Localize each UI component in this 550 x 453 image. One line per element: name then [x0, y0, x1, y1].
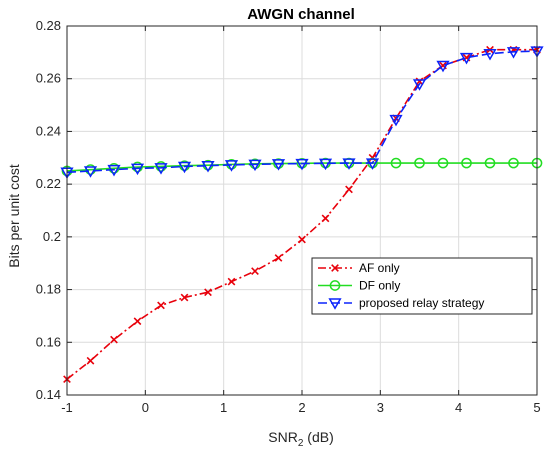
x-tick-label: 1 — [220, 400, 227, 415]
data-point — [251, 267, 259, 275]
legend-label: AF only — [359, 261, 400, 275]
data-point — [389, 114, 403, 127]
data-point — [177, 161, 192, 174]
data-point — [390, 157, 402, 169]
data-point — [274, 254, 283, 262]
legend-label: proposed relay strategy — [359, 296, 484, 310]
y-tick-label: 0.18 — [36, 282, 61, 297]
legend-item: AF only — [318, 261, 400, 275]
series-line — [66, 50, 538, 174]
y-tick-label: 0.16 — [36, 334, 61, 349]
data-point — [415, 77, 424, 86]
x-tick-label: 2 — [298, 400, 305, 415]
legend-label: DF only — [359, 279, 400, 293]
y-tick-label: 0.28 — [36, 18, 61, 33]
x-axis-label-unit: (dB) — [303, 429, 333, 445]
legend-marker — [328, 298, 342, 310]
data-point — [130, 163, 145, 176]
y-tick-label: 0.14 — [36, 387, 61, 402]
data-point — [483, 48, 497, 61]
legend-marker — [329, 280, 341, 291]
axis-ticks: -1 0 1 2 3 4 5 0.14 0.16 0.18 0.2 0.22 0.24 0.26 0.28 — [36, 18, 541, 415]
data-point — [318, 158, 333, 171]
y-tick-label: 0.2 — [43, 229, 61, 244]
data-point — [271, 159, 286, 171]
data-point — [436, 60, 450, 73]
data-point — [506, 47, 521, 59]
data-point — [412, 79, 427, 91]
data-point — [227, 277, 236, 286]
x-tick-label: 0 — [142, 400, 149, 415]
data-point — [437, 157, 449, 169]
data-point — [204, 288, 212, 297]
grid-lines — [66, 25, 538, 396]
y-tick-label: 0.24 — [36, 123, 61, 138]
x-axis-label: SNR2 (dB) — [268, 429, 333, 449]
y-tick-label: 0.22 — [36, 176, 61, 191]
y-axis-label: Bits per unit cost — [6, 164, 22, 268]
data-point — [508, 157, 519, 169]
y-tick-label: 0.26 — [36, 71, 61, 86]
data-point — [107, 164, 121, 177]
data-point — [248, 159, 262, 172]
data-point — [180, 293, 189, 302]
x-tick-label: 3 — [377, 400, 384, 415]
x-tick-label: -1 — [61, 400, 73, 415]
data-point — [133, 317, 142, 326]
data-point — [345, 185, 353, 194]
data-point — [86, 356, 95, 365]
data-point — [321, 214, 330, 223]
data-point — [484, 157, 496, 169]
legend-marker — [331, 264, 339, 272]
legend-item: proposed relay strategy — [318, 296, 484, 310]
data-point — [459, 52, 474, 65]
data-point — [298, 235, 306, 244]
x-axis-label-subscript: 2 — [298, 438, 304, 449]
series-3 — [60, 46, 544, 180]
x-axis-label-main: SNR — [268, 429, 298, 445]
data-point — [461, 157, 472, 169]
chart-title: AWGN channel — [247, 6, 355, 23]
data-point — [295, 158, 309, 171]
x-tick-label: 5 — [533, 400, 540, 415]
data-point — [224, 160, 239, 172]
data-point — [342, 158, 356, 170]
legend-item: DF only — [318, 279, 400, 293]
data-point — [365, 158, 380, 170]
x-tick-label: 4 — [455, 400, 462, 415]
data-point — [154, 163, 168, 175]
data-point — [83, 166, 98, 178]
legend: AF only DF only proposed relay strategy — [311, 257, 533, 315]
data-point — [157, 301, 165, 310]
data-point — [110, 335, 118, 344]
data-point — [414, 157, 425, 169]
data-point — [201, 160, 215, 173]
